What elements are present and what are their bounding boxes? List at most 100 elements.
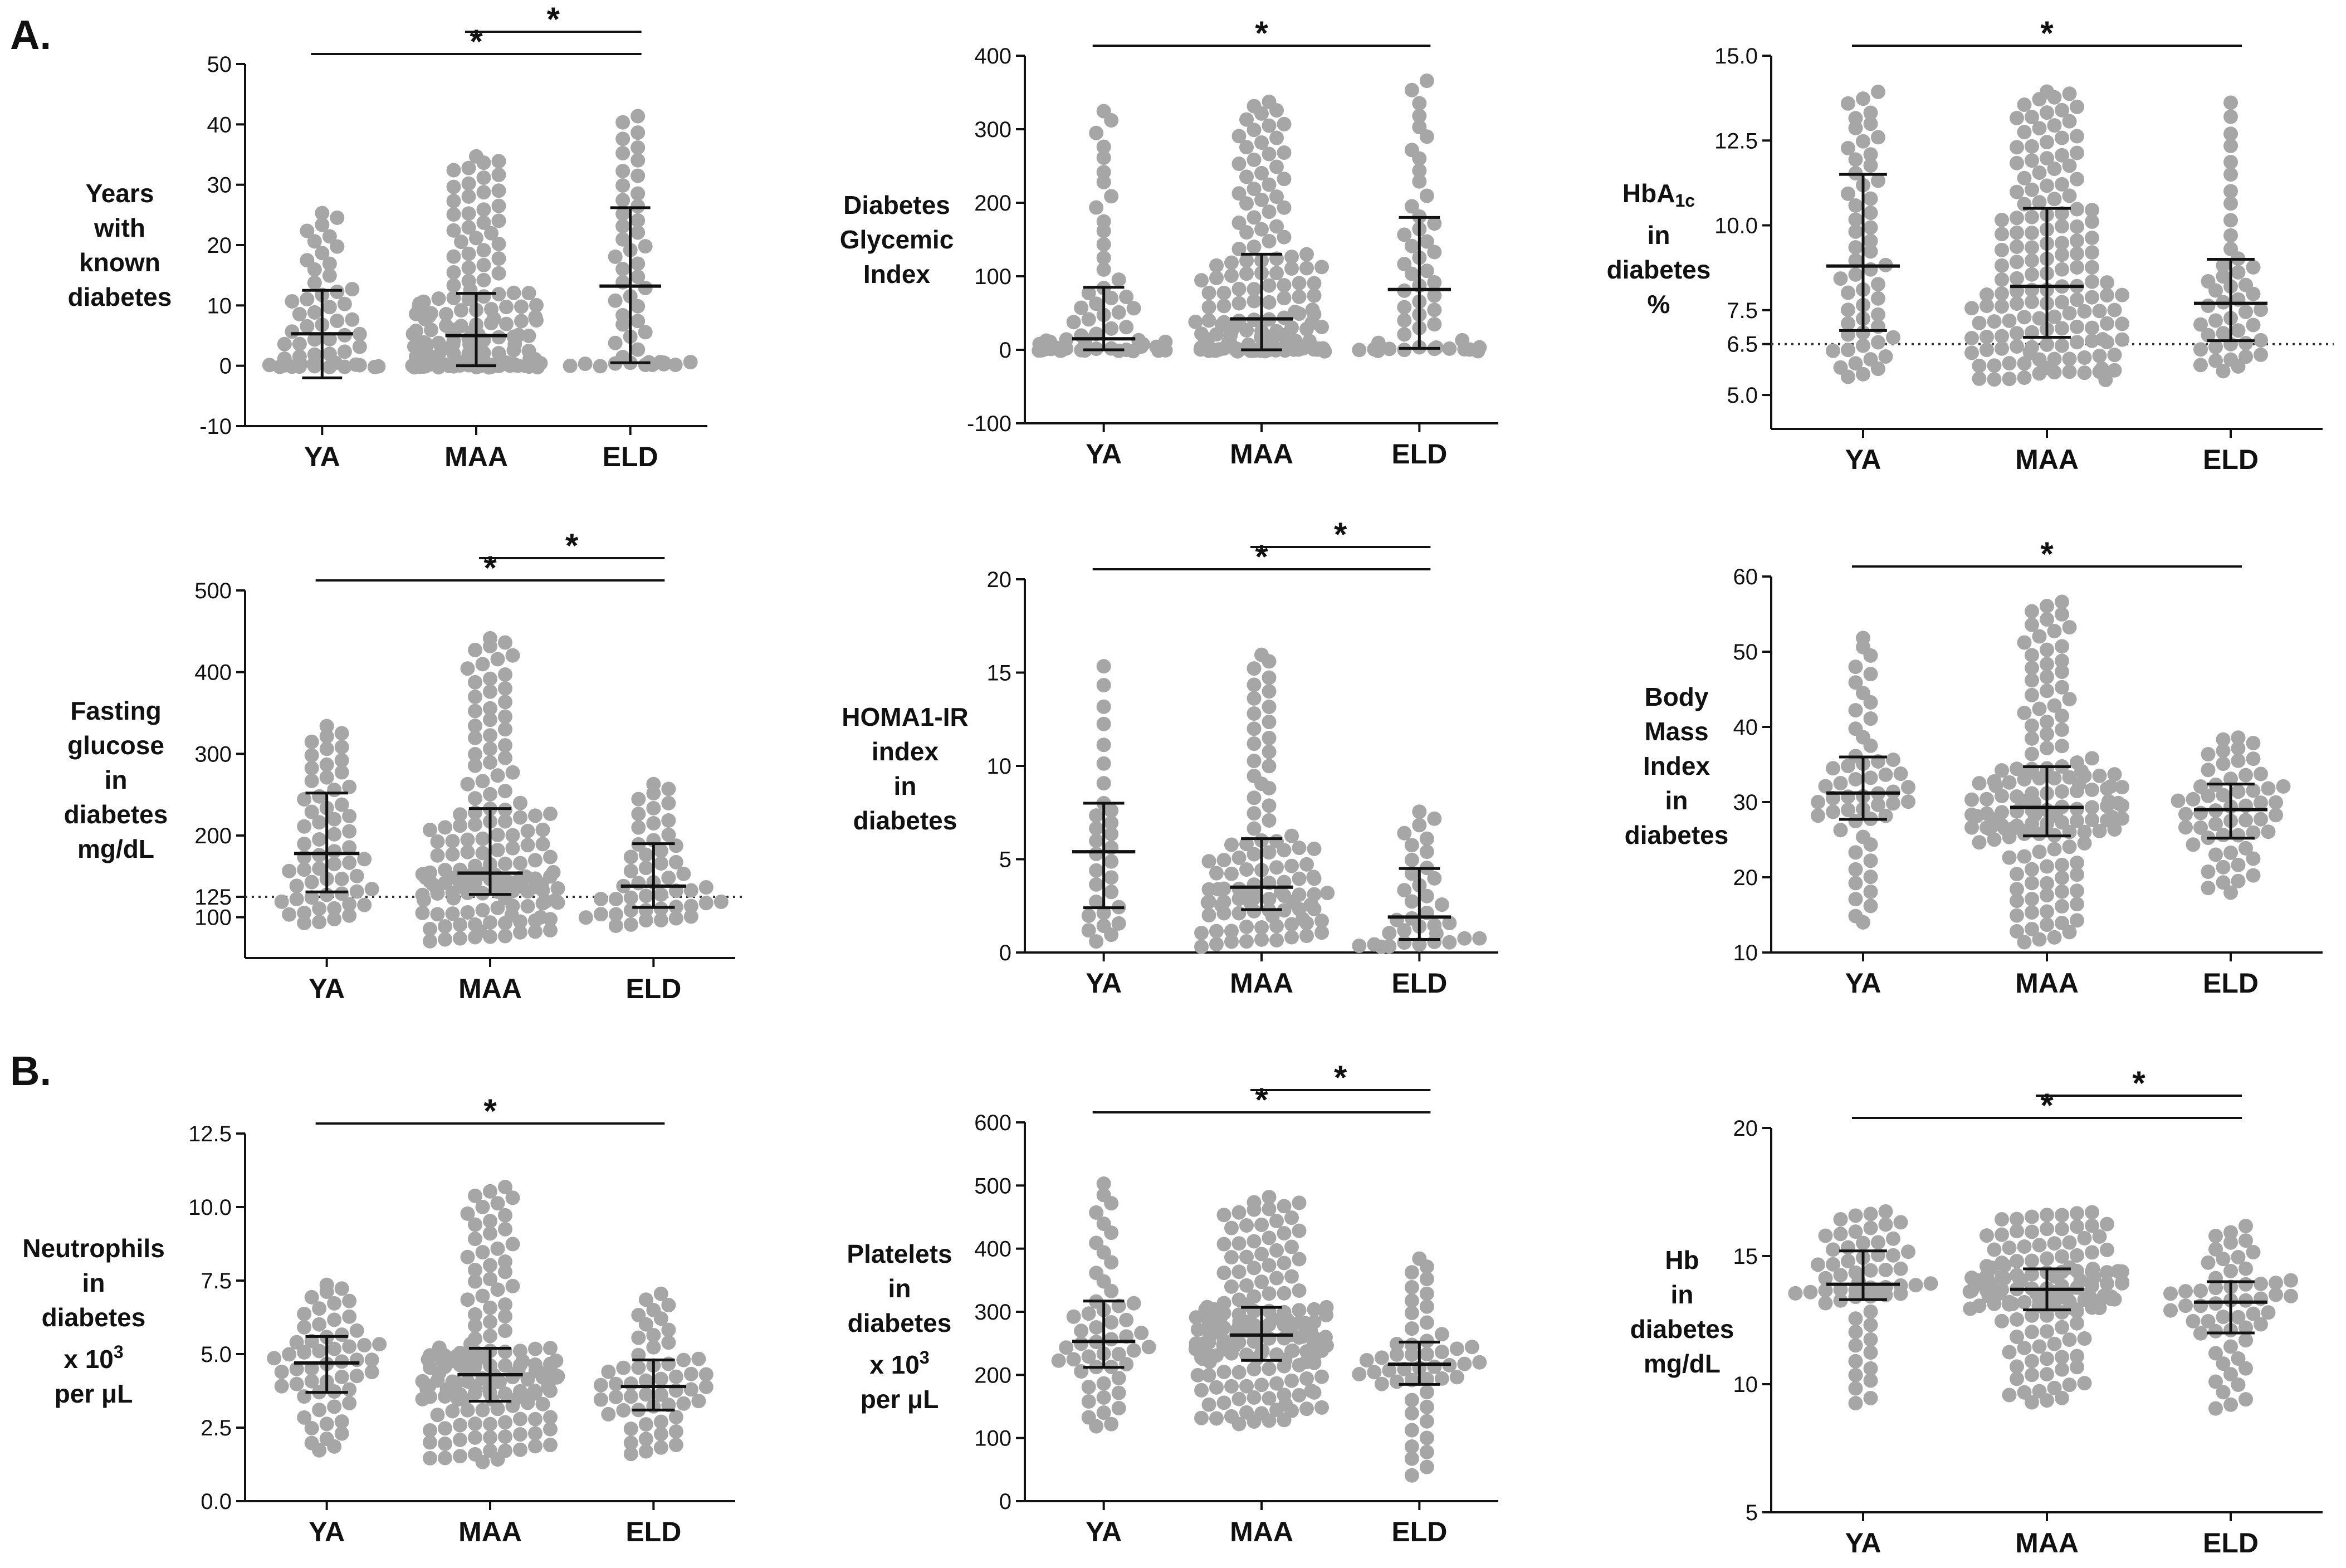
- data-point: [631, 269, 646, 284]
- data-point: [616, 1403, 631, 1418]
- data-point: [1224, 866, 1239, 881]
- data-point: [1972, 835, 1987, 850]
- data-point: [352, 339, 367, 354]
- data-point: [2040, 917, 2054, 932]
- data-point: [2223, 167, 2238, 182]
- data-point: [2010, 1212, 2024, 1227]
- data-point: [2070, 1304, 2084, 1319]
- data-point: [1307, 1330, 1322, 1345]
- y-axis-label-line: Glycemic: [839, 225, 954, 254]
- data-point: [2186, 792, 2201, 807]
- data-point: [2062, 925, 2077, 940]
- data-point: [653, 1387, 668, 1402]
- data-point: [653, 912, 668, 927]
- x-tick-label: YA: [309, 973, 345, 1004]
- data-point: [2047, 1336, 2062, 1351]
- y-axis-label-line: mg/dL: [77, 834, 154, 863]
- data-point: [691, 1394, 706, 1409]
- data-point: [1247, 210, 1262, 225]
- data-point: [2077, 350, 2092, 365]
- data-point: [285, 294, 300, 309]
- data-point: [2025, 731, 2039, 746]
- data-point: [1995, 286, 2009, 301]
- data-point: [1269, 1243, 1284, 1258]
- data-point: [1201, 300, 1216, 315]
- data-point: [2216, 1310, 2231, 1325]
- data-point: [1995, 1282, 2009, 1297]
- data-point: [334, 765, 349, 780]
- data-point: [1442, 916, 1457, 931]
- data-point: [520, 898, 535, 914]
- data-point: [1964, 301, 1979, 316]
- data-point: [514, 299, 529, 314]
- data-point: [438, 919, 452, 934]
- data-point: [505, 1190, 520, 1205]
- data-point: [327, 901, 342, 916]
- data-point: [2070, 233, 2084, 248]
- data-point: [1262, 670, 1277, 685]
- data-point: [1239, 323, 1254, 338]
- data-point: [2070, 784, 2084, 799]
- data-point: [1096, 659, 1111, 674]
- data-point: [1277, 291, 1292, 306]
- data-point: [1878, 767, 1893, 782]
- data-point: [1397, 825, 1412, 841]
- data-point: [668, 1438, 683, 1453]
- x-tick-label: YA: [1845, 968, 1881, 999]
- data-point: [2025, 1395, 2039, 1410]
- data-point: [1863, 244, 1878, 259]
- data-point: [2017, 370, 2032, 385]
- data-point: [631, 342, 646, 357]
- data-point: [1262, 845, 1277, 860]
- data-point: [683, 883, 698, 898]
- significance-star: *: [2040, 535, 2054, 573]
- data-point: [498, 738, 512, 753]
- data-point: [2040, 178, 2054, 193]
- data-point: [327, 1399, 342, 1414]
- data-point: [1247, 661, 1262, 676]
- x-tick-label: YA: [1845, 1527, 1881, 1559]
- data-point: [2103, 779, 2118, 794]
- data-point: [1216, 894, 1231, 909]
- data-point: [1239, 169, 1254, 184]
- data-point: [1389, 1374, 1404, 1389]
- data-point: [2223, 1235, 2238, 1250]
- data-point: [498, 709, 512, 724]
- data-point: [1247, 736, 1262, 751]
- data-point: [2025, 661, 2039, 676]
- data-point: [1284, 1269, 1299, 1284]
- data-point: [2077, 1231, 2092, 1246]
- significance-star: *: [2040, 14, 2054, 52]
- data-point: [2025, 182, 2039, 197]
- data-point: [1995, 1313, 2009, 1328]
- data-point: [2216, 1356, 2231, 1371]
- data-point: [2062, 188, 2077, 203]
- data-point: [312, 815, 327, 830]
- y-tick-label: 40: [1733, 715, 1758, 740]
- data-point: [300, 319, 315, 334]
- data-point: [608, 907, 623, 922]
- data-point: [315, 217, 330, 232]
- data-point: [2055, 1305, 2069, 1320]
- data-point: [1292, 1252, 1307, 1267]
- data-point: [439, 318, 453, 333]
- data-point: [1863, 158, 1878, 173]
- x-tick-label: MAA: [2015, 1527, 2079, 1559]
- data-point: [1262, 278, 1277, 293]
- data-point: [623, 1422, 638, 1437]
- data-point: [1995, 1212, 2009, 1227]
- data-point: [1216, 906, 1231, 921]
- data-point: [1104, 1225, 1119, 1240]
- data-point: [1284, 858, 1299, 873]
- data-point: [2017, 1295, 2032, 1310]
- data-point: [535, 822, 550, 837]
- data-point: [2040, 1393, 2054, 1408]
- data-point: [2002, 829, 2017, 844]
- data-point: [1848, 1311, 1863, 1326]
- data-point: [1412, 804, 1427, 819]
- data-point: [372, 1337, 387, 1352]
- data-point: [2032, 311, 2047, 326]
- y-axis-label-glucose: Fasting glucose in diabetes mg/dL: [64, 693, 168, 866]
- data-point: [1397, 257, 1412, 272]
- data-point: [2040, 683, 2054, 698]
